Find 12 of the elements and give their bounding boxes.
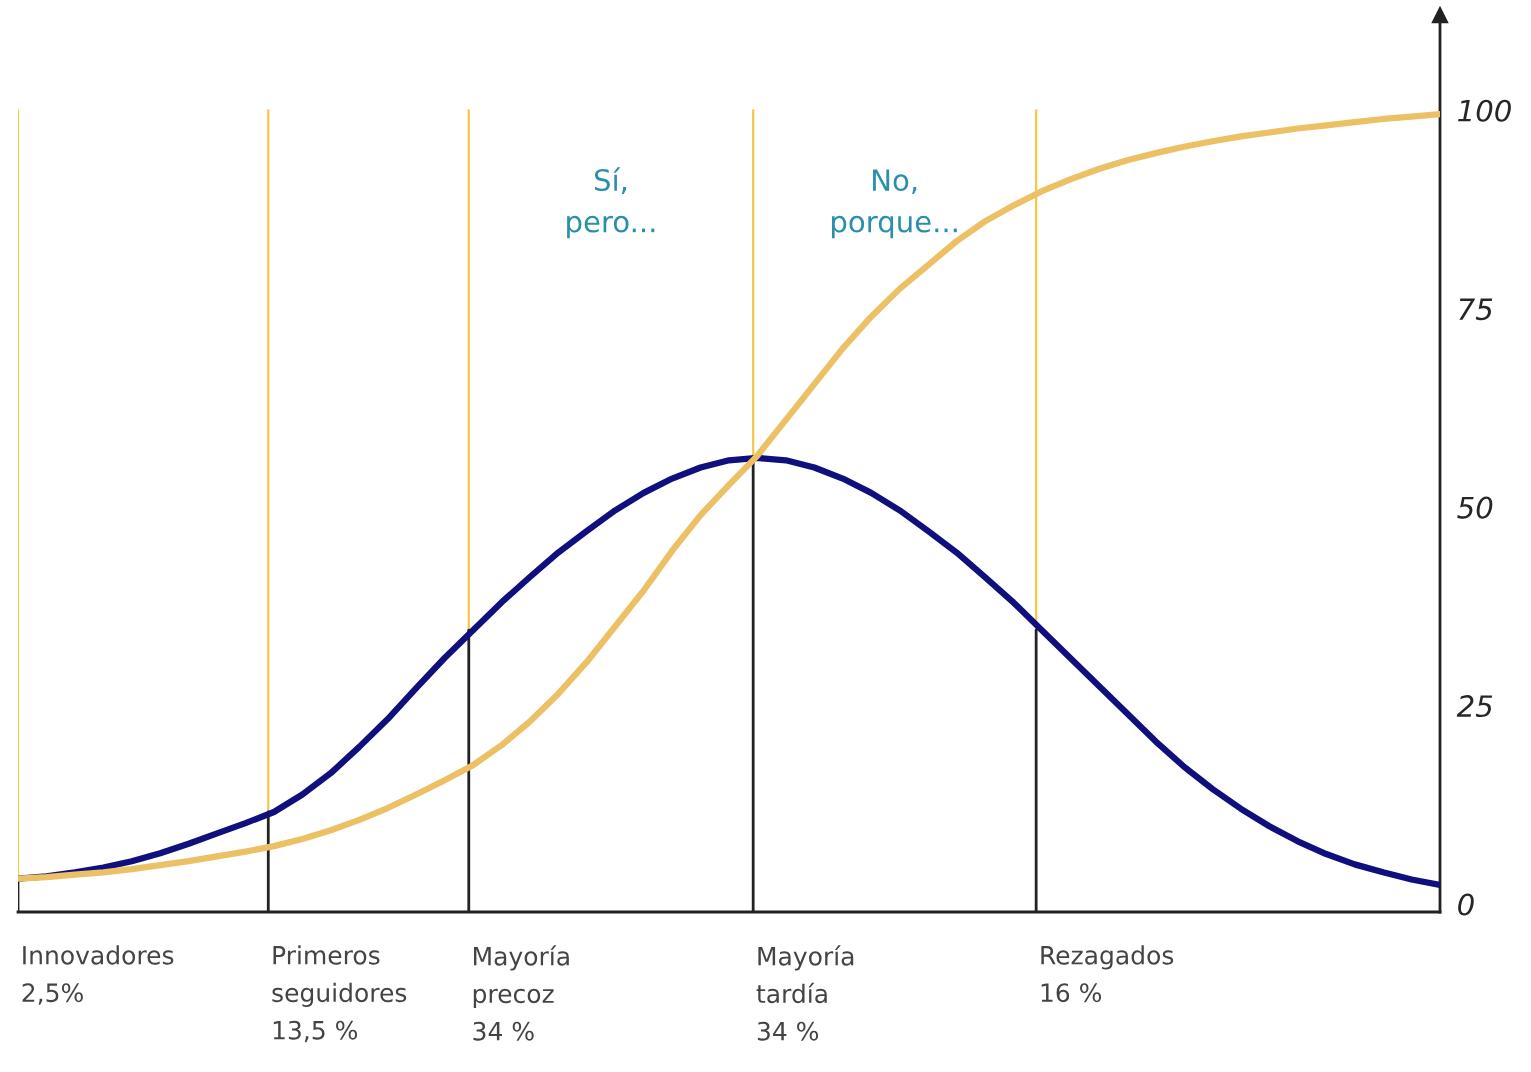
y-tick-label: 50 <box>1457 496 1493 519</box>
text: Mayoría precoz 34 % <box>473 945 569 1041</box>
text: Rezagados 16 % <box>1041 945 1174 1003</box>
y-tick-label: 25 <box>1456 695 1493 718</box>
annotation: Sí, pero... <box>567 167 655 239</box>
y-tick-label: 0 <box>1458 893 1474 916</box>
y-tick-label: 100 <box>1458 99 1511 122</box>
y-tick-label: 75 <box>1459 298 1493 321</box>
annotation: No, porque... <box>832 169 957 239</box>
text: Innovadores 2,5% <box>22 945 174 1005</box>
text: Primeros seguidores 13,5 % <box>272 945 407 1043</box>
text: Mayoría tardía 34 % <box>756 945 854 1041</box>
